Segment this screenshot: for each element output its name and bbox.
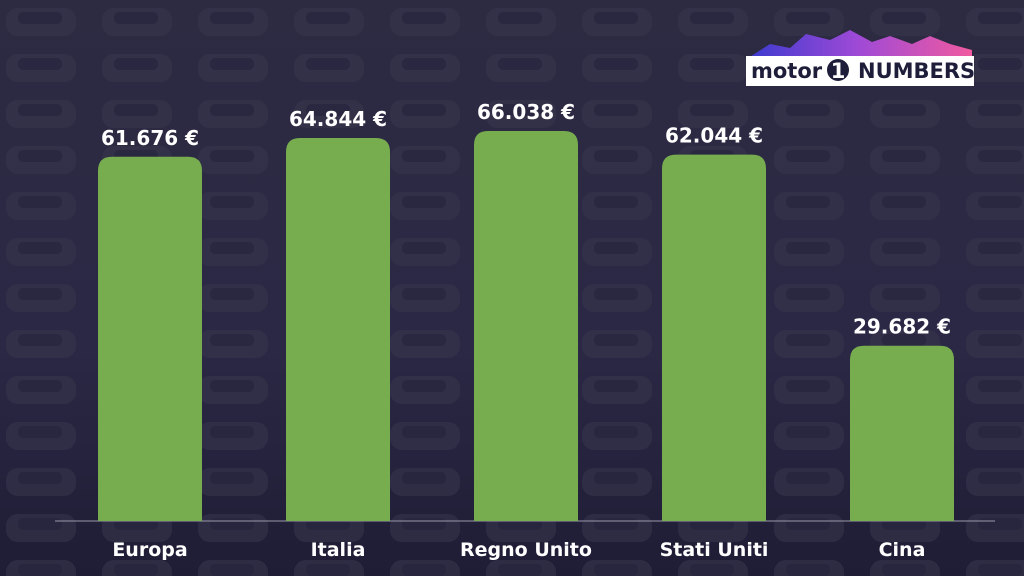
x-tick-label: Stati Uniti — [660, 539, 769, 561]
bar — [98, 156, 202, 521]
x-tick-label: Europa — [112, 539, 187, 561]
logo-suffix: NUMBERS — [858, 59, 975, 83]
bar — [286, 138, 390, 521]
logo-box — [746, 56, 974, 86]
value-label: 66.038 € — [477, 100, 575, 124]
logo-mountains — [748, 30, 972, 62]
bar — [662, 154, 766, 521]
value-label: 29.682 € — [853, 315, 951, 339]
value-label: 62.044 € — [665, 124, 763, 148]
value-label: 64.844 € — [289, 107, 387, 131]
x-tick-label: Italia — [311, 539, 366, 561]
bar — [474, 131, 578, 521]
value-label: 61.676 € — [101, 126, 199, 150]
logo-mark: 1 — [831, 59, 846, 83]
logo: motor 1 NUMBERS — [746, 30, 975, 86]
logo-circle — [827, 59, 849, 81]
logo-name: motor — [751, 59, 823, 83]
bar — [850, 345, 954, 521]
x-tick-label: Cina — [879, 539, 926, 561]
x-tick-label: Regno Unito — [460, 539, 592, 561]
